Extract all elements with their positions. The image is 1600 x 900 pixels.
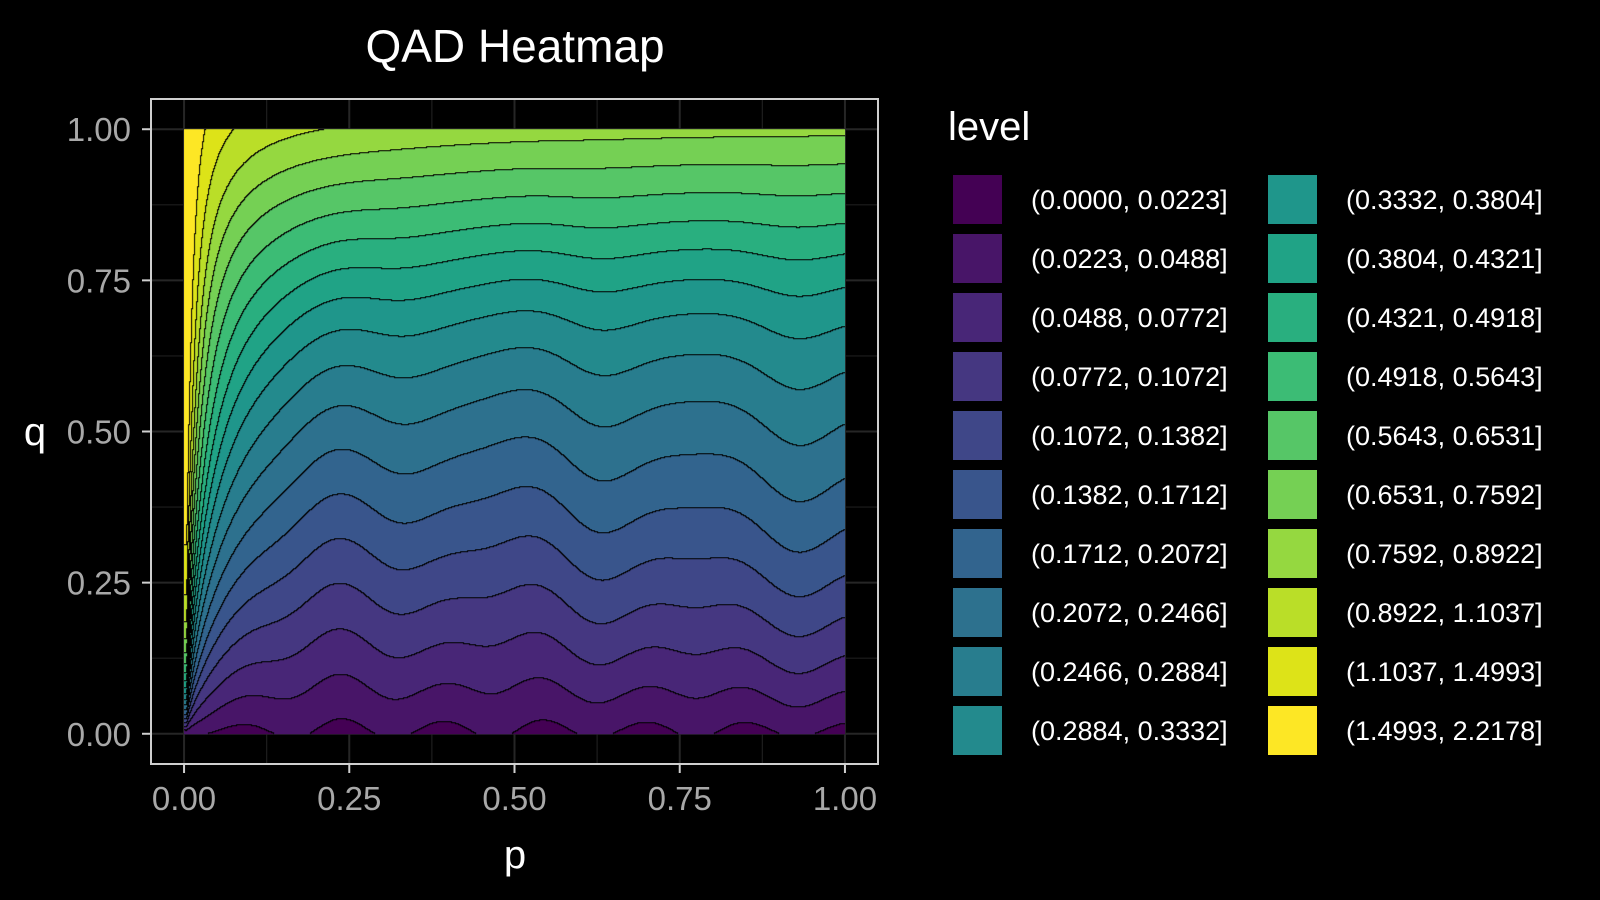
legend-label: (0.4321, 0.4918] [1346, 303, 1543, 333]
legend-label: (0.7592, 0.8922] [1346, 539, 1543, 569]
legend-label: (0.1072, 0.1382] [1031, 421, 1228, 451]
legend-key [953, 293, 1002, 342]
legend-label: (0.0223, 0.0488] [1031, 244, 1228, 274]
legend-key [1268, 470, 1317, 519]
legend-key [953, 470, 1002, 519]
legend-label: (0.6531, 0.7592] [1346, 480, 1543, 510]
legend-label: (0.2466, 0.2884] [1031, 657, 1228, 687]
legend-label: (0.1712, 0.2072] [1031, 539, 1228, 569]
y-axis-label: q [24, 410, 46, 454]
y-axis: 0.00 0.25 0.50 0.75 1.00 [67, 111, 151, 753]
legend-label: (0.3804, 0.4321] [1346, 244, 1543, 274]
y-tick-label: 0.75 [67, 262, 131, 299]
x-axis: 0.00 0.25 0.50 0.75 1.00 [152, 764, 877, 817]
legend-key [953, 706, 1002, 755]
y-tick-label: 0.00 [67, 716, 131, 753]
legend-key [953, 411, 1002, 460]
legend-label: (0.8922, 1.1037] [1346, 598, 1543, 628]
legend-key [1268, 411, 1317, 460]
legend-key [953, 234, 1002, 283]
x-tick-label: 0.00 [152, 780, 216, 817]
legend-label: (0.0000, 0.0223] [1031, 185, 1228, 215]
y-tick-label: 1.00 [67, 111, 131, 148]
x-tick-label: 0.25 [317, 780, 381, 817]
y-tick-label: 0.25 [67, 565, 131, 602]
legend-key [953, 647, 1002, 696]
legend-key [1268, 647, 1317, 696]
x-tick-label: 1.00 [813, 780, 877, 817]
legend-key [1268, 529, 1317, 578]
legend-title: level [948, 105, 1030, 149]
legend-label: (0.2884, 0.3332] [1031, 716, 1228, 746]
legend-label: (0.5643, 0.6531] [1346, 421, 1543, 451]
y-tick-label: 0.50 [67, 414, 131, 451]
x-tick-label: 0.75 [648, 780, 712, 817]
x-axis-label: p [504, 833, 526, 877]
legend-key [1268, 293, 1317, 342]
chart-title: QAD Heatmap [365, 20, 664, 72]
plot-area [150, 98, 879, 765]
legend-label: (0.1382, 0.1712] [1031, 480, 1228, 510]
legend-key [1268, 352, 1317, 401]
legend-key [1268, 706, 1317, 755]
legend-items: (0.0000, 0.0223] (0.0223, 0.0488] (0.0488,… [953, 175, 1543, 755]
legend-label: (1.4993, 2.2178] [1346, 716, 1543, 746]
legend-label: (1.1037, 1.4993] [1346, 657, 1543, 687]
x-tick-label: 0.50 [482, 780, 546, 817]
legend-key [1268, 588, 1317, 637]
legend-label: (0.2072, 0.2466] [1031, 598, 1228, 628]
legend-label: (0.0488, 0.0772] [1031, 303, 1228, 333]
legend-key [953, 352, 1002, 401]
legend-label: (0.0772, 0.1072] [1031, 362, 1228, 392]
legend-key [953, 529, 1002, 578]
legend-key [953, 588, 1002, 637]
legend-key [953, 175, 1002, 224]
contour-fill [184, 129, 846, 735]
legend-key [1268, 234, 1317, 283]
legend-label: (0.4918, 0.5643] [1346, 362, 1543, 392]
legend-key [1268, 175, 1317, 224]
legend: level (0.0000, 0.0223](0.0223, 0.0488](0… [948, 105, 1543, 755]
legend-label: (0.3332, 0.3804] [1346, 185, 1543, 215]
